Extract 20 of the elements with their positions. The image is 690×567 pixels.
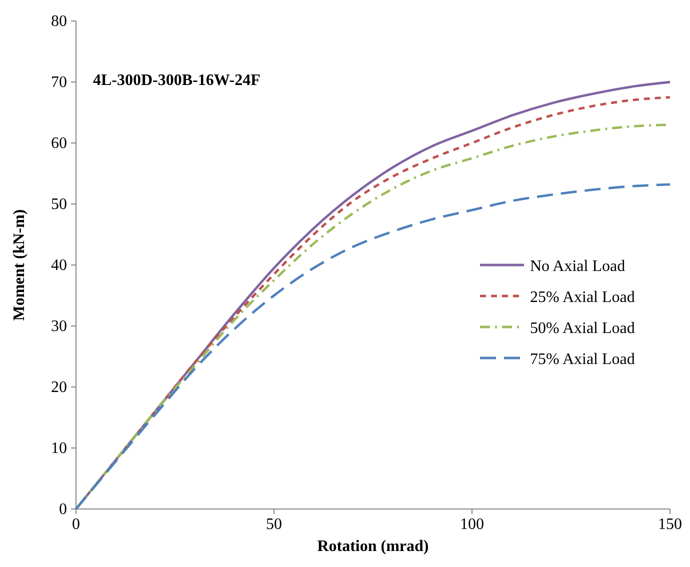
y-tick-label: 70 [51, 74, 67, 91]
legend-label: No Axial Load [530, 258, 626, 275]
y-tick-label: 40 [51, 257, 67, 274]
legend-label: 50% Axial Load [530, 320, 635, 337]
x-tick-label: 50 [266, 516, 282, 533]
y-tick-label: 60 [51, 135, 67, 152]
text: 4L-300D-300B-16W-24F [93, 72, 261, 89]
x-tick-label: 0 [72, 516, 80, 533]
legend-label: 25% Axial Load [530, 289, 635, 306]
y-tick-label: 30 [51, 318, 67, 335]
x-tick-label: 150 [658, 516, 682, 533]
legend-label: 75% Axial Load [530, 351, 635, 368]
x-axis-title: Rotation (mrad) [317, 538, 429, 555]
y-tick-label: 50 [51, 196, 67, 213]
x-tick-label: 100 [460, 516, 484, 533]
y-tick-label: 0 [59, 501, 67, 518]
y-tick-label: 20 [51, 379, 67, 396]
y-tick-label: 80 [51, 13, 67, 30]
y-axis-title: Moment (kN-m) [11, 209, 28, 321]
y-tick-label: 10 [51, 440, 67, 457]
